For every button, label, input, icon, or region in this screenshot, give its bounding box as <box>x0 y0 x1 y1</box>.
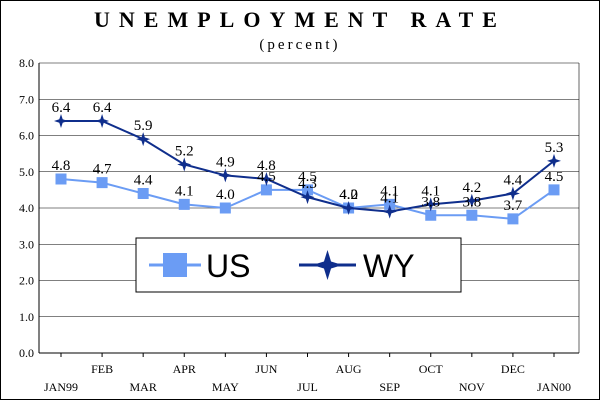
data-label-wy: 5.3 <box>545 140 564 156</box>
y-tick-label: 1.0 <box>19 310 34 324</box>
x-tick-label: JUN <box>255 362 277 376</box>
data-point-us <box>55 173 67 185</box>
data-label-wy: 4.9 <box>216 154 235 170</box>
data-point-us <box>137 188 149 199</box>
x-tick-label: APR <box>173 362 196 376</box>
x-tick-label: NOV <box>459 380 485 394</box>
data-label-wy: 4.3 <box>298 176 317 192</box>
data-point-wy <box>547 153 561 168</box>
data-label-wy: 6.4 <box>52 100 71 116</box>
x-tick-label: AUG <box>336 362 362 376</box>
data-label-wy: 6.4 <box>93 100 112 116</box>
data-label-us: 4.5 <box>257 169 276 185</box>
data-label-us: 4.0 <box>216 187 235 203</box>
data-point-wy <box>341 201 356 215</box>
data-label-us: 3.7 <box>504 198 523 214</box>
y-tick-label: 6.0 <box>19 129 34 143</box>
data-point-us <box>260 184 272 196</box>
data-label-us: 4.1 <box>175 183 194 199</box>
data-point-wy <box>382 204 397 219</box>
y-tick-label: 0.0 <box>19 346 34 360</box>
data-label-us: 4.4 <box>134 173 153 189</box>
x-tick-label: JUL <box>297 380 318 394</box>
x-tick-label: OCT <box>419 362 444 376</box>
data-label-wy: 4.8 <box>257 158 276 174</box>
data-point-wy <box>177 157 192 172</box>
legend-marker-us <box>163 253 187 277</box>
x-tick-label: FEB <box>91 362 113 376</box>
data-label-wy: 5.9 <box>134 118 153 134</box>
x-tick-label: JAN99 <box>44 380 78 394</box>
data-label-wy: 4.1 <box>380 191 399 207</box>
legend-label-wy: WY <box>363 248 415 284</box>
data-point-us <box>384 198 396 210</box>
data-point-wy <box>423 197 438 212</box>
data-point-us <box>466 209 478 221</box>
data-point-wy <box>300 190 315 205</box>
y-tick-label: 4.0 <box>19 201 34 215</box>
y-tick-label: 3.0 <box>19 237 34 251</box>
y-tick-label: 8.0 <box>19 56 34 70</box>
data-label-wy: 4.2 <box>462 180 481 196</box>
x-tick-label: MAY <box>212 380 239 394</box>
data-label-us: 4.5 <box>298 169 317 185</box>
data-label-us: 4.5 <box>545 169 564 185</box>
data-point-us <box>425 209 437 221</box>
axis-layer: 0.0 1.0 2.0 3.0 4.0 5.0 6.0 7.0 8.0 JAN99 FEB MAR AP… <box>19 56 579 394</box>
y-tick-label: 2.0 <box>19 274 34 288</box>
data-label-us: 4.1 <box>380 183 399 199</box>
y-tick-label: 5.0 <box>19 165 34 179</box>
legend-marker-wy <box>312 250 343 280</box>
data-point-us <box>548 184 560 196</box>
x-tick-label: DEC <box>501 362 525 376</box>
data-point-us <box>219 202 231 214</box>
data-point-us <box>302 184 313 196</box>
data-point-us <box>507 213 519 225</box>
grid-layer <box>39 62 580 354</box>
data-point-wy <box>464 193 479 208</box>
data-point-wy <box>95 114 110 128</box>
chart-subtitle: (percent) <box>259 37 341 53</box>
x-tick-label: MAR <box>129 380 156 394</box>
chart-title: UNEMPLOYMENT RATE <box>94 7 506 32</box>
data-label-layer: 4.8 4.74.44.1 4.04.5 4.54.0 4.13.8 3.8 3.74.56… <box>52 100 564 214</box>
series-layer <box>54 114 561 225</box>
data-point-us <box>96 177 108 189</box>
data-point-wy <box>259 172 274 186</box>
data-label-wy: 4.4 <box>504 173 523 189</box>
legend-label-us: US <box>206 248 250 284</box>
data-point-wy <box>54 114 68 128</box>
x-tick-label: SEP <box>379 380 400 394</box>
data-label-us: 3.8 <box>462 194 481 210</box>
data-point-wy <box>505 186 520 201</box>
data-label-wy: 4.1 <box>421 183 440 199</box>
x-tick-label: JAN00 <box>537 380 571 394</box>
y-tick-label: 7.0 <box>19 92 34 106</box>
data-label-us: 4.8 <box>52 158 71 174</box>
data-label-us: 4.0 <box>339 187 358 203</box>
data-point-wy <box>218 168 233 183</box>
data-point-us <box>178 198 190 210</box>
data-point-wy <box>136 132 151 147</box>
legend: US WY <box>135 237 462 293</box>
data-label-us: 3.8 <box>421 194 440 210</box>
data-label-us: 4.7 <box>93 162 112 178</box>
data-label-wy: 5.2 <box>175 144 194 160</box>
data-label-wy: 4.2 <box>339 187 358 203</box>
